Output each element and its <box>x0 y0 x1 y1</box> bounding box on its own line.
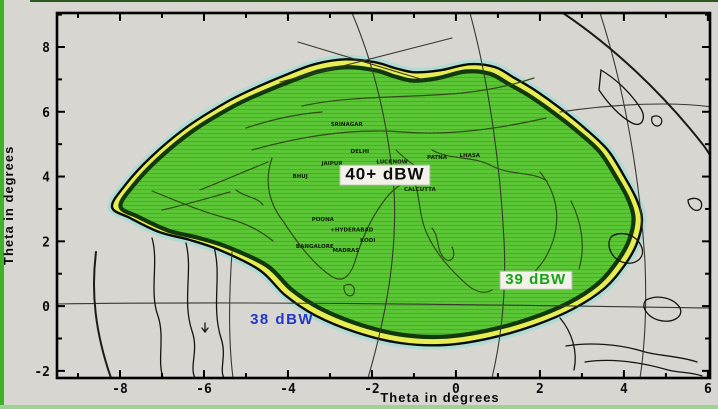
map-coast-path <box>565 343 698 363</box>
map-inland-path <box>151 190 274 242</box>
map-graticule-path <box>57 302 710 309</box>
map-coast-path <box>584 359 703 377</box>
map-limb-path <box>92 251 112 378</box>
map-inland-path <box>251 117 547 151</box>
map-coast-path <box>643 296 682 322</box>
map-coast-path <box>608 233 644 264</box>
x-axis-title: Theta in degrees <box>380 390 500 405</box>
map-graticule-path <box>228 251 234 378</box>
city-label: +HYDERABAD <box>330 227 373 233</box>
city-label: CALCUTTA <box>404 187 437 193</box>
map-inland-path <box>161 191 231 211</box>
x-tick-label: 6 <box>704 382 712 397</box>
map-inland-path <box>245 111 323 129</box>
map-inland-path <box>301 77 535 107</box>
map-graticule-path <box>599 13 647 378</box>
x-tick-label: 0 <box>452 382 460 397</box>
y-tick-label: 0 <box>42 300 50 315</box>
x-tick-label: -2 <box>364 382 380 397</box>
city-label: LUCKNOW <box>376 159 407 165</box>
city-label: JAIPUR <box>321 161 344 167</box>
y-tick-label: 4 <box>42 171 50 186</box>
map-inland-path <box>343 283 355 297</box>
map-inland-path <box>199 161 269 191</box>
city-label: SRINAGAR <box>331 122 364 128</box>
x-tick-label: 4 <box>620 382 628 397</box>
city-label: POONA <box>312 217 335 223</box>
map-inland-path <box>431 227 455 261</box>
ticks <box>57 13 710 378</box>
y-tick-label: 6 <box>42 106 50 121</box>
contour-label-40dbw: 40+ dBW <box>340 165 430 185</box>
map-inland-path <box>235 189 264 206</box>
city-label: MADRAS <box>333 248 360 254</box>
map-inland-path <box>431 149 548 182</box>
map-graticule-path <box>279 37 453 83</box>
city-label: KODI <box>360 238 375 244</box>
contour-label-39dbw: 39 dBW <box>500 271 572 289</box>
map-graticule-path <box>559 103 710 113</box>
map-coast-path <box>651 115 663 127</box>
y-tick-label: -2 <box>34 365 50 380</box>
map-coast-path <box>213 246 225 378</box>
y-axis-title: Theta in degrees <box>1 145 16 265</box>
map-coast-path <box>687 197 703 212</box>
y-tick-label: 2 <box>42 235 50 250</box>
map-inland-path <box>412 178 493 293</box>
plot-frame <box>55 11 712 380</box>
y-tick-label: 8 <box>42 41 50 56</box>
x-tick-label: 2 <box>536 382 544 397</box>
x-tick-label: -6 <box>196 382 212 397</box>
x-tick-label: -4 <box>280 382 296 397</box>
scan-border-left <box>0 0 4 409</box>
city-label: BHUJ <box>292 174 307 180</box>
map-coast-path <box>559 317 576 371</box>
x-tick-label: -8 <box>112 382 128 397</box>
map-inland-path <box>570 200 583 270</box>
contour-label-38dbw: 38 dBW <box>250 310 315 328</box>
city-label: PATNA <box>427 155 448 161</box>
map-coast-path <box>151 237 164 378</box>
map-coast-path <box>598 68 645 125</box>
city-label: BANGALORE <box>296 244 334 250</box>
city-label: LHASA <box>459 153 480 159</box>
map-inland-path <box>267 157 414 280</box>
map-coast-path <box>185 242 196 378</box>
scan-border-bottom <box>0 405 718 409</box>
map-graticule-path <box>469 13 506 378</box>
city-label: DELHI <box>351 149 369 155</box>
plot-inner: SRINAGAR DELHI JAIPUR LUCKNOW PATNA LHASA BHUJ… <box>57 13 710 378</box>
map-graticule-path <box>297 41 425 81</box>
scan-border-top <box>30 0 718 2</box>
map-coast-path <box>201 322 209 334</box>
